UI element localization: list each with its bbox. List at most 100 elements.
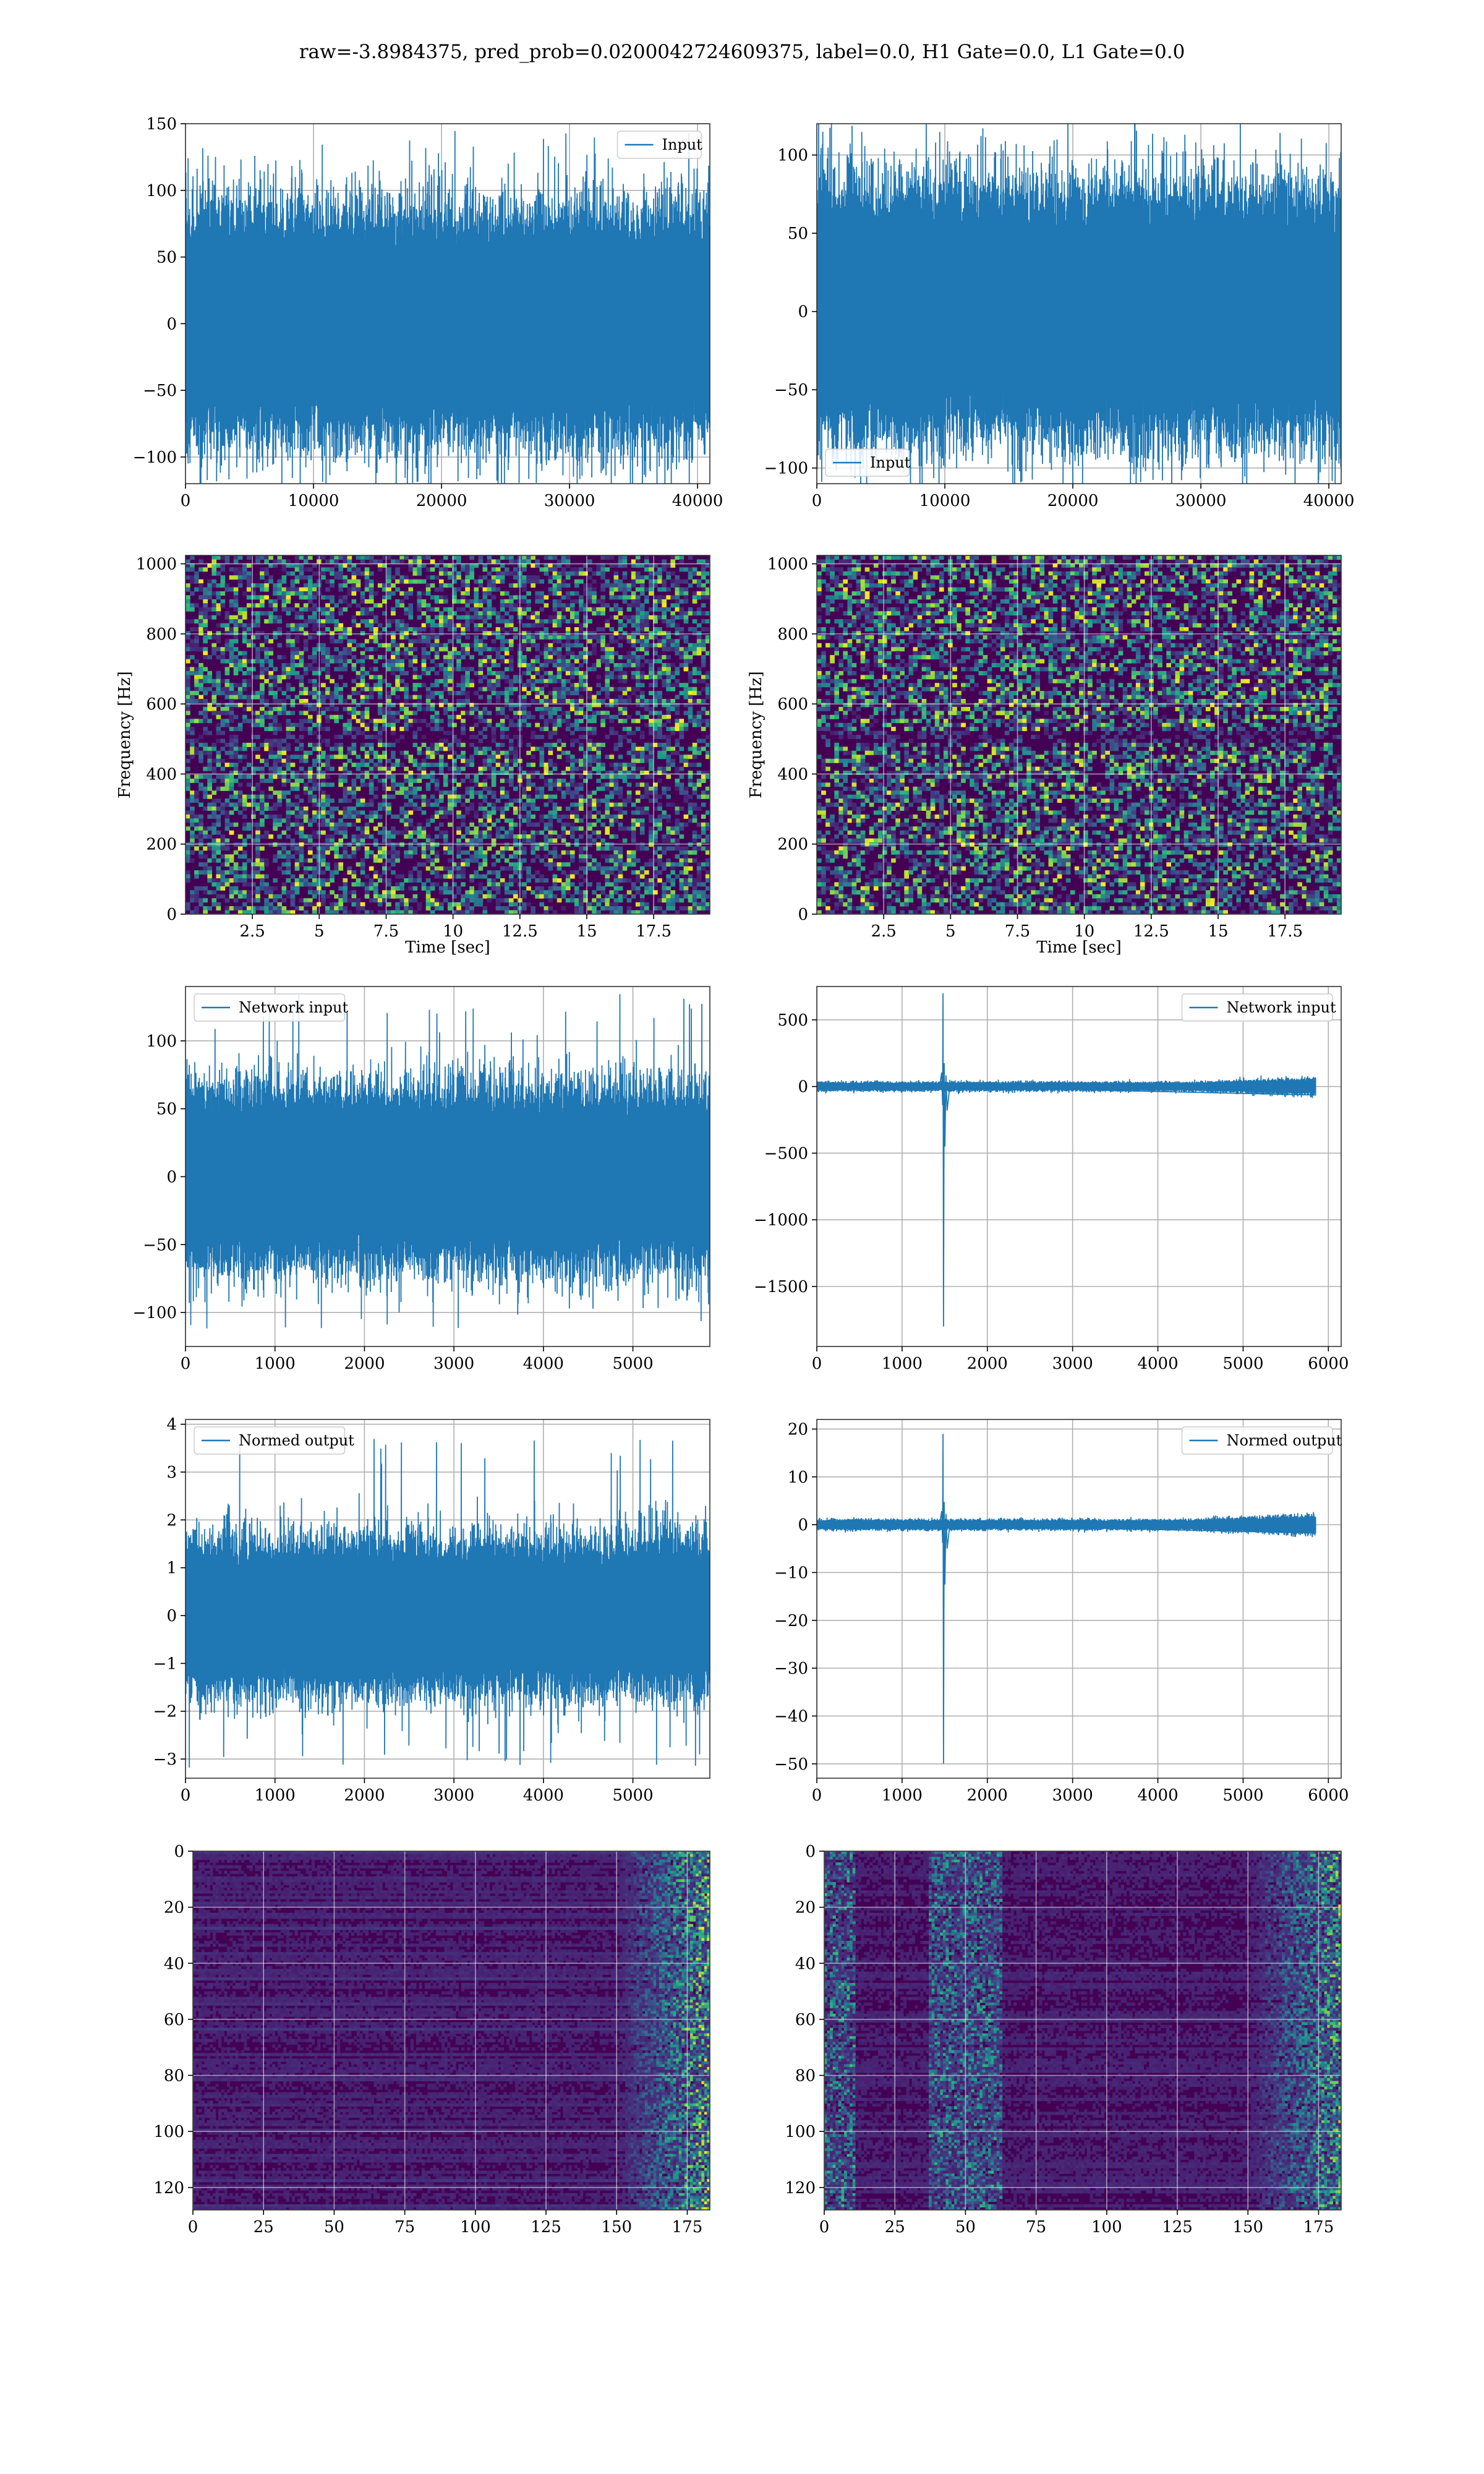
l1-normed-output-xtick-label: 0	[812, 1786, 822, 1805]
l1-spectrogram-xlabel: Time [sec]	[1036, 938, 1122, 957]
l1-input-frame	[816, 123, 1342, 484]
l1-features-ytick-label: 0	[805, 1843, 816, 1861]
l1-input-xtick-label: 40000	[1303, 492, 1355, 510]
h1-features-xtick-label: 0	[188, 2218, 198, 2236]
h1-features-ytick-label: 40	[164, 1954, 184, 1973]
l1-spectrogram-xtick-label: 5	[945, 922, 956, 941]
h1-network-input-xtick-label: 5000	[612, 1355, 653, 1373]
l1-spectrogram-xtick-label: 15	[1208, 922, 1228, 941]
l1-input-legend-box	[825, 448, 910, 477]
l1-input-ytick-label: −100	[764, 460, 808, 478]
h1-input-xtick-label: 30000	[544, 492, 595, 510]
h1-input-legend: Input	[616, 131, 702, 159]
h1-spectrogram-ytick-label: 0	[166, 905, 177, 924]
l1-spectrogram-ytick-label: 400	[777, 765, 808, 784]
l1-normed-output-panel: 0 1000 2000 3000 4000 5000 6000 −50 −40 −30 −20 −10…	[774, 1419, 1349, 1805]
l1-input-ytick-label: 0	[798, 303, 808, 322]
l1-spectrogram-ytick-label: 800	[777, 625, 808, 644]
h1-network-input-plot-content	[186, 987, 710, 1346]
h1-spectrogram-xtick-label: 2.5	[239, 922, 265, 941]
h1-features-frame	[192, 1851, 710, 2211]
h1-normed-output-ytick-label: −1	[153, 1654, 177, 1673]
h1-network-input-ytick-label: −50	[143, 1236, 177, 1254]
h1-features-ytick-label: 120	[153, 2179, 184, 2198]
l1-normed-output-ytick-label: 10	[788, 1468, 808, 1487]
l1-normed-output-ytick-label: −10	[774, 1564, 808, 1582]
h1-features-xtick-label: 175	[672, 2218, 703, 2236]
l1-input-xtick-label: 20000	[1047, 492, 1099, 510]
h1-features-xtick-label: 100	[460, 2218, 491, 2236]
l1-spectrogram-xtick-label: 2.5	[871, 922, 896, 941]
l1-network-input-xtick-label: 2000	[967, 1355, 1008, 1373]
h1-network-input-frame	[185, 986, 710, 1347]
h1-network-input-xtick-label: 1000	[255, 1355, 296, 1373]
h1-input-ytick-label: 150	[146, 115, 177, 134]
l1-spectrogram-xtick-label: 10	[1074, 922, 1094, 941]
h1-features-xtick-label: 50	[324, 2218, 344, 2236]
h1-input-xtick-label: 20000	[416, 492, 467, 510]
l1-network-input-plot-content	[817, 987, 1341, 1346]
h1-spectrogram-ytick-label: 800	[146, 625, 177, 644]
l1-normed-output-frame	[816, 1419, 1342, 1779]
h1-features-xtick-label: 125	[531, 2218, 561, 2236]
h1-input-xtick-label: 0	[181, 492, 191, 510]
l1-input-panel: 0 10000 20000 30000 40000 −100 −50 0 50 100 Input	[764, 123, 1355, 510]
l1-network-input-xtick-label: 4000	[1137, 1355, 1178, 1373]
l1-normed-output-legend-label: Normed output	[1227, 1432, 1342, 1449]
l1-features-xtick-label: 125	[1162, 2218, 1193, 2236]
h1-input-xtick-label: 40000	[672, 492, 723, 510]
h1-network-input-ytick-label: 100	[146, 1032, 177, 1051]
l1-normed-output-plot-area	[817, 1419, 1341, 1778]
h1-input-ytick-label: 50	[156, 249, 177, 267]
h1-input-ytick-label: −50	[143, 382, 177, 400]
h1-normed-output-xtick-label: 2000	[344, 1786, 385, 1805]
l1-input-ytick-label: 100	[777, 147, 808, 165]
h1-input-frame	[185, 123, 710, 484]
l1-features-panel: 0 25 50 75 100 125 150 175 0 20 40 60 80 100 120	[785, 1843, 1342, 2236]
l1-normed-output-xtick-label: 2000	[967, 1786, 1008, 1805]
l1-features-xtick-label: 100	[1091, 2218, 1122, 2236]
l1-network-input-ytick-label: −1500	[754, 1278, 808, 1296]
h1-spectrogram-ylabel: Frequency [Hz]	[116, 671, 134, 798]
h1-input-ytick-label: −100	[133, 448, 177, 467]
h1-spectrogram-xlabel: Time [sec]	[405, 938, 490, 957]
l1-spectrogram-plot-content	[817, 555, 1341, 914]
h1-spectrogram-xtick-label: 17.5	[636, 922, 672, 941]
l1-input-xtick-label: 10000	[919, 492, 971, 510]
l1-features-xtick-label: 25	[885, 2218, 905, 2236]
l1-features-ytick-label: 20	[795, 1899, 816, 1917]
l1-features-xtick-label: 50	[955, 2218, 976, 2236]
h1-input-xtick-label: 10000	[288, 492, 339, 510]
h1-normed-output-xtick-label: 5000	[612, 1786, 653, 1805]
l1-spectrogram-frame	[816, 555, 1342, 915]
h1-features-xtick-label: 150	[601, 2218, 632, 2236]
l1-normed-output-xtick-label: 6000	[1308, 1786, 1349, 1805]
h1-normed-output-plot-content	[186, 1419, 710, 1778]
h1-network-input-legend: Network input	[194, 993, 348, 1022]
l1-input-xtick-label: 0	[812, 492, 822, 510]
l1-features-xtick-label: 175	[1303, 2218, 1334, 2236]
h1-spectrogram-plot-content	[186, 555, 710, 914]
l1-features-cells	[824, 1851, 1341, 2210]
h1-normed-output-panel: 0 1000 2000 3000 4000 5000 −3 −2 −1 0 1 2 3 4 Normed o…	[153, 1416, 710, 1805]
l1-features-xtick-label: 75	[1026, 2218, 1046, 2236]
l1-features-xtick-label: 0	[819, 2218, 830, 2236]
l1-features-xtick-label: 150	[1232, 2218, 1263, 2236]
l1-normed-output-xtick-label: 5000	[1222, 1786, 1263, 1805]
h1-network-input-ytick-label: −100	[133, 1304, 177, 1322]
h1-normed-output-legend: Normed output	[194, 1426, 354, 1455]
l1-normed-output-legend-box	[1181, 1426, 1333, 1455]
l1-input-ytick-label: 50	[788, 225, 808, 243]
h1-normed-output-ytick-label: 1	[166, 1559, 177, 1578]
h1-input-ytick-label: 100	[146, 182, 177, 200]
l1-normed-output-plot-content	[817, 1419, 1341, 1778]
h1-normed-output-xtick-label: 0	[181, 1786, 191, 1805]
h1-network-input-ytick-label: 50	[156, 1100, 177, 1119]
h1-features-ytick-label: 20	[164, 1899, 184, 1917]
h1-network-input-xtick-label: 4000	[523, 1355, 564, 1373]
h1-input-plot-content	[186, 124, 710, 484]
l1-features-ytick-label: 120	[785, 2179, 816, 2198]
h1-spectrogram-frame	[185, 555, 710, 915]
l1-network-input-ytick-label: 500	[777, 1011, 808, 1030]
